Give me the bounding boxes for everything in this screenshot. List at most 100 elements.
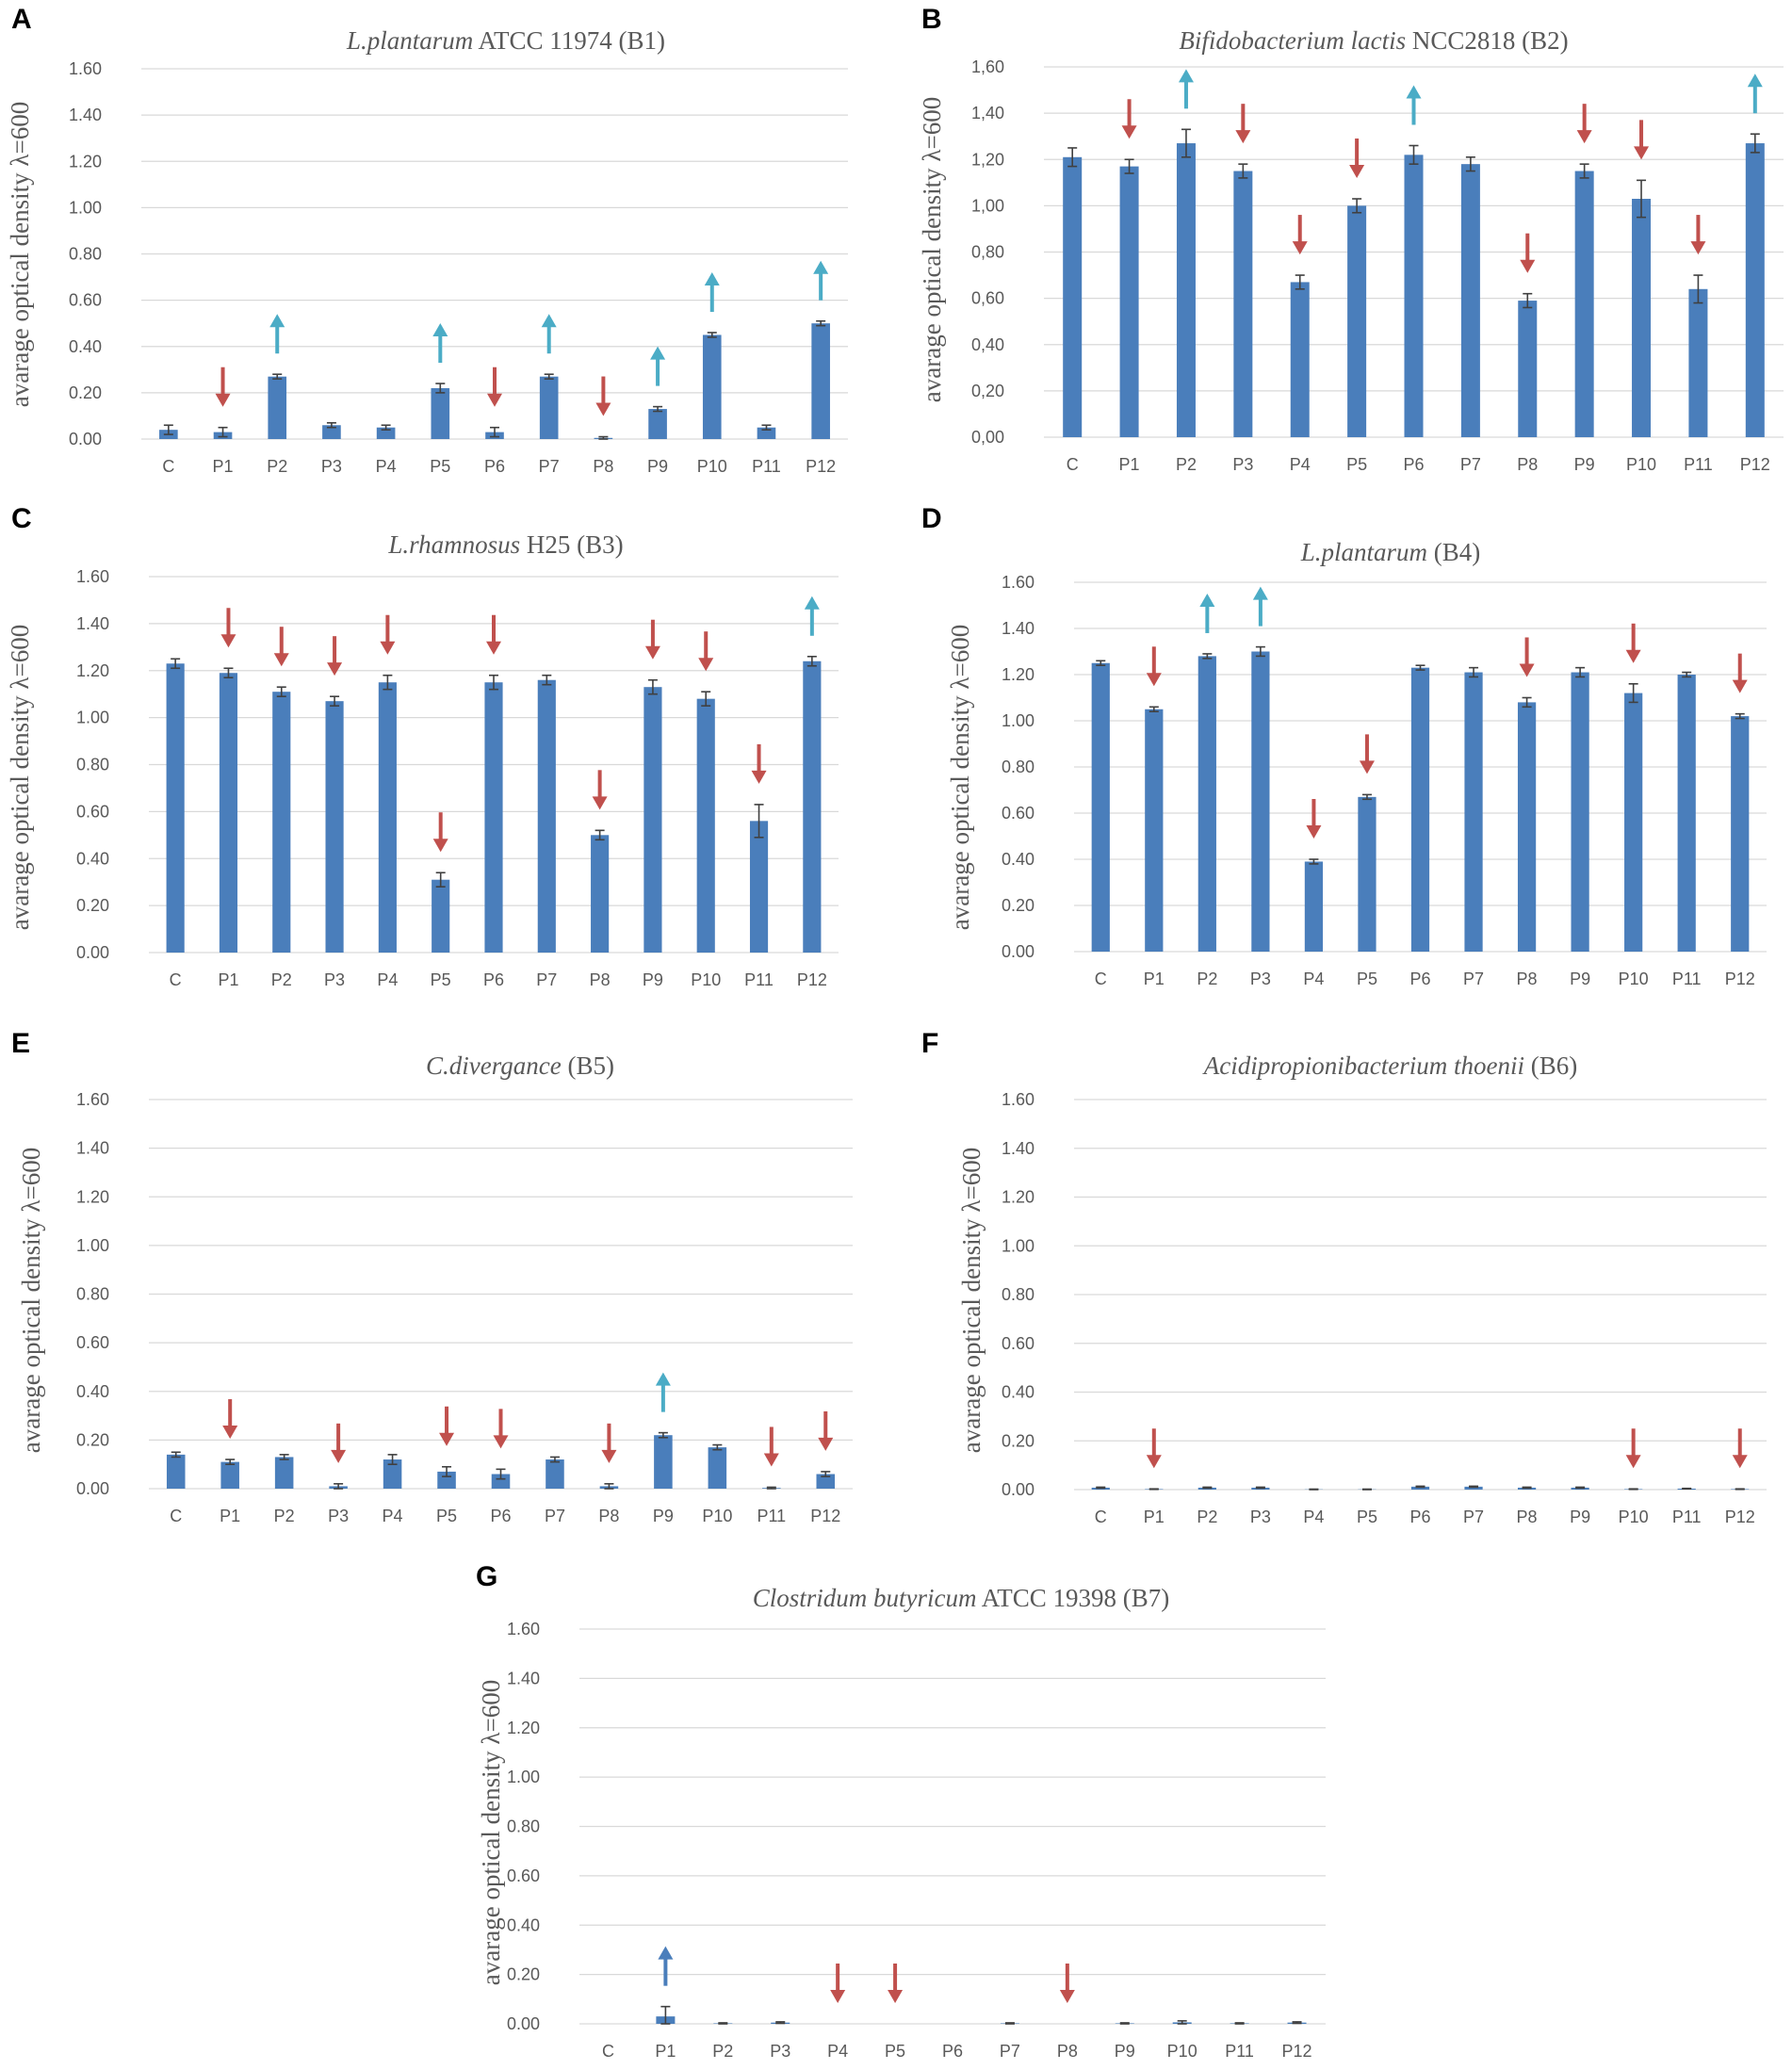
chart-title-rest: (B4) [1427,538,1480,566]
arrow-down-head-icon [1121,125,1137,139]
y-tick-label: 1.00 [76,1236,109,1255]
x-tick-label: P3 [324,970,345,989]
x-tick-label: P1 [218,970,238,989]
y-tick-label: 0.80 [76,756,109,774]
arrow-down-head-icon [215,393,231,407]
arrow-down-head-icon [601,1449,617,1463]
arrow-down-head-icon [486,641,501,655]
x-tick-label: P7 [1460,455,1481,474]
bar [1119,166,1139,437]
bar [378,682,397,953]
x-tick-label: P9 [1570,970,1590,988]
arrow-down-head-icon [487,393,502,407]
bar [1091,662,1110,952]
y-tick-label: 1,00 [971,196,1004,215]
bar [1063,156,1083,437]
arrow-down-head-icon [818,1437,834,1451]
arrow-down-head-icon [698,658,714,672]
x-tick-label: P3 [770,2042,790,2061]
arrow-down-head-icon [1235,130,1251,144]
y-tick-label: 1.60 [1002,1090,1034,1109]
x-tick-label: P12 [797,970,827,989]
x-tick-label: P3 [1232,455,1253,474]
y-tick-label: 1.20 [76,661,109,680]
y-tick-label: 1.20 [1002,1188,1034,1207]
y-axis-label: avarage optical density λ=600 [477,1680,505,1985]
x-tick-label: P11 [757,1507,786,1525]
y-tick-label: 1.60 [507,1620,540,1638]
bar [272,692,291,953]
arrow-up-head-icon [432,323,448,337]
arrow-up-head-icon [704,272,720,286]
bar [1571,672,1589,952]
arrow-down-head-icon [1146,1455,1162,1469]
arrow-down-head-icon [1520,259,1536,273]
bar [654,1435,673,1489]
x-tick-label: P2 [1197,970,1217,988]
x-tick-label: P4 [1290,455,1311,474]
x-tick-label: P6 [942,2042,963,2061]
arrow-down-head-icon [331,1449,347,1463]
x-tick-label: P5 [1357,970,1377,988]
y-tick-label: 0.40 [76,1382,109,1401]
arrow-down-head-icon [1146,673,1162,687]
x-tick-label: P9 [647,457,668,476]
x-tick-label: P4 [383,1507,403,1525]
chart-title-rest: (B5) [562,1051,614,1080]
x-tick-label: P8 [598,1507,619,1525]
arrow-down-head-icon [888,1990,904,2003]
bar [274,1457,294,1489]
y-tick-label: 0,00 [971,428,1004,447]
chart-title: Acidipropionibacterium thoenii (B6) [1202,1051,1577,1080]
y-tick-label: 0.60 [1002,804,1034,823]
bar [1347,205,1367,437]
bar [708,1447,727,1489]
y-axis-label: avarage optical density λ=600 [957,1148,986,1453]
bar [1517,702,1537,952]
x-tick-label: P6 [1409,970,1430,988]
bar [546,1459,564,1489]
x-tick-label: P10 [691,970,721,989]
y-tick-label: 1.40 [1002,1139,1034,1158]
chart-title-italic: Bifidobacterium lactis [1179,26,1406,55]
bar [1410,667,1430,952]
arrow-up-head-icon [1199,593,1215,607]
y-tick-label: 0.20 [1002,896,1034,915]
bar [643,687,662,953]
y-tick-label: 0.60 [76,1333,109,1352]
bar [325,701,344,953]
y-axis-label: avarage optical density λ=600 [17,1148,45,1453]
x-tick-label: P7 [545,1507,565,1525]
bar [702,334,722,439]
x-tick-label: P12 [810,1507,840,1525]
x-tick-label: P2 [1176,455,1197,474]
x-tick-label: P5 [430,457,450,476]
arrow-down-head-icon [220,634,236,648]
x-tick-label: P8 [1517,455,1538,474]
arrow-down-head-icon [432,839,448,853]
bar [539,376,559,439]
y-tick-label: 0.00 [1002,942,1034,961]
y-tick-label: 0,60 [971,289,1004,308]
x-tick-label: P8 [593,457,613,476]
y-tick-label: 0.40 [69,337,102,356]
x-tick-label: P2 [712,2042,733,2061]
bar [1460,164,1480,437]
y-tick-label: 1.20 [76,1187,109,1206]
arrow-down-head-icon [493,1435,509,1449]
y-tick-label: 1.60 [69,59,102,78]
y-tick-label: 0.40 [76,849,109,868]
y-tick-label: 0.60 [69,291,102,310]
arrow-down-head-icon [1292,241,1308,255]
y-tick-label: 1,20 [971,150,1004,169]
chart-panel-g: G Clostridum butyricum ATCC 19398 (B7) ava… [476,1561,1326,2061]
arrow-up-head-icon [804,595,820,610]
x-tick-label: C [170,1507,182,1525]
arrow-down-head-icon [1625,649,1641,663]
chart-title-italic: Acidipropionibacterium thoenii [1202,1051,1524,1080]
y-tick-label: 1.00 [76,709,109,727]
x-tick-label: P11 [744,970,774,989]
y-axis-label: avarage optical density λ=600 [918,97,946,402]
arrow-up-head-icon [1178,69,1194,83]
x-tick-label: P7 [539,457,560,476]
